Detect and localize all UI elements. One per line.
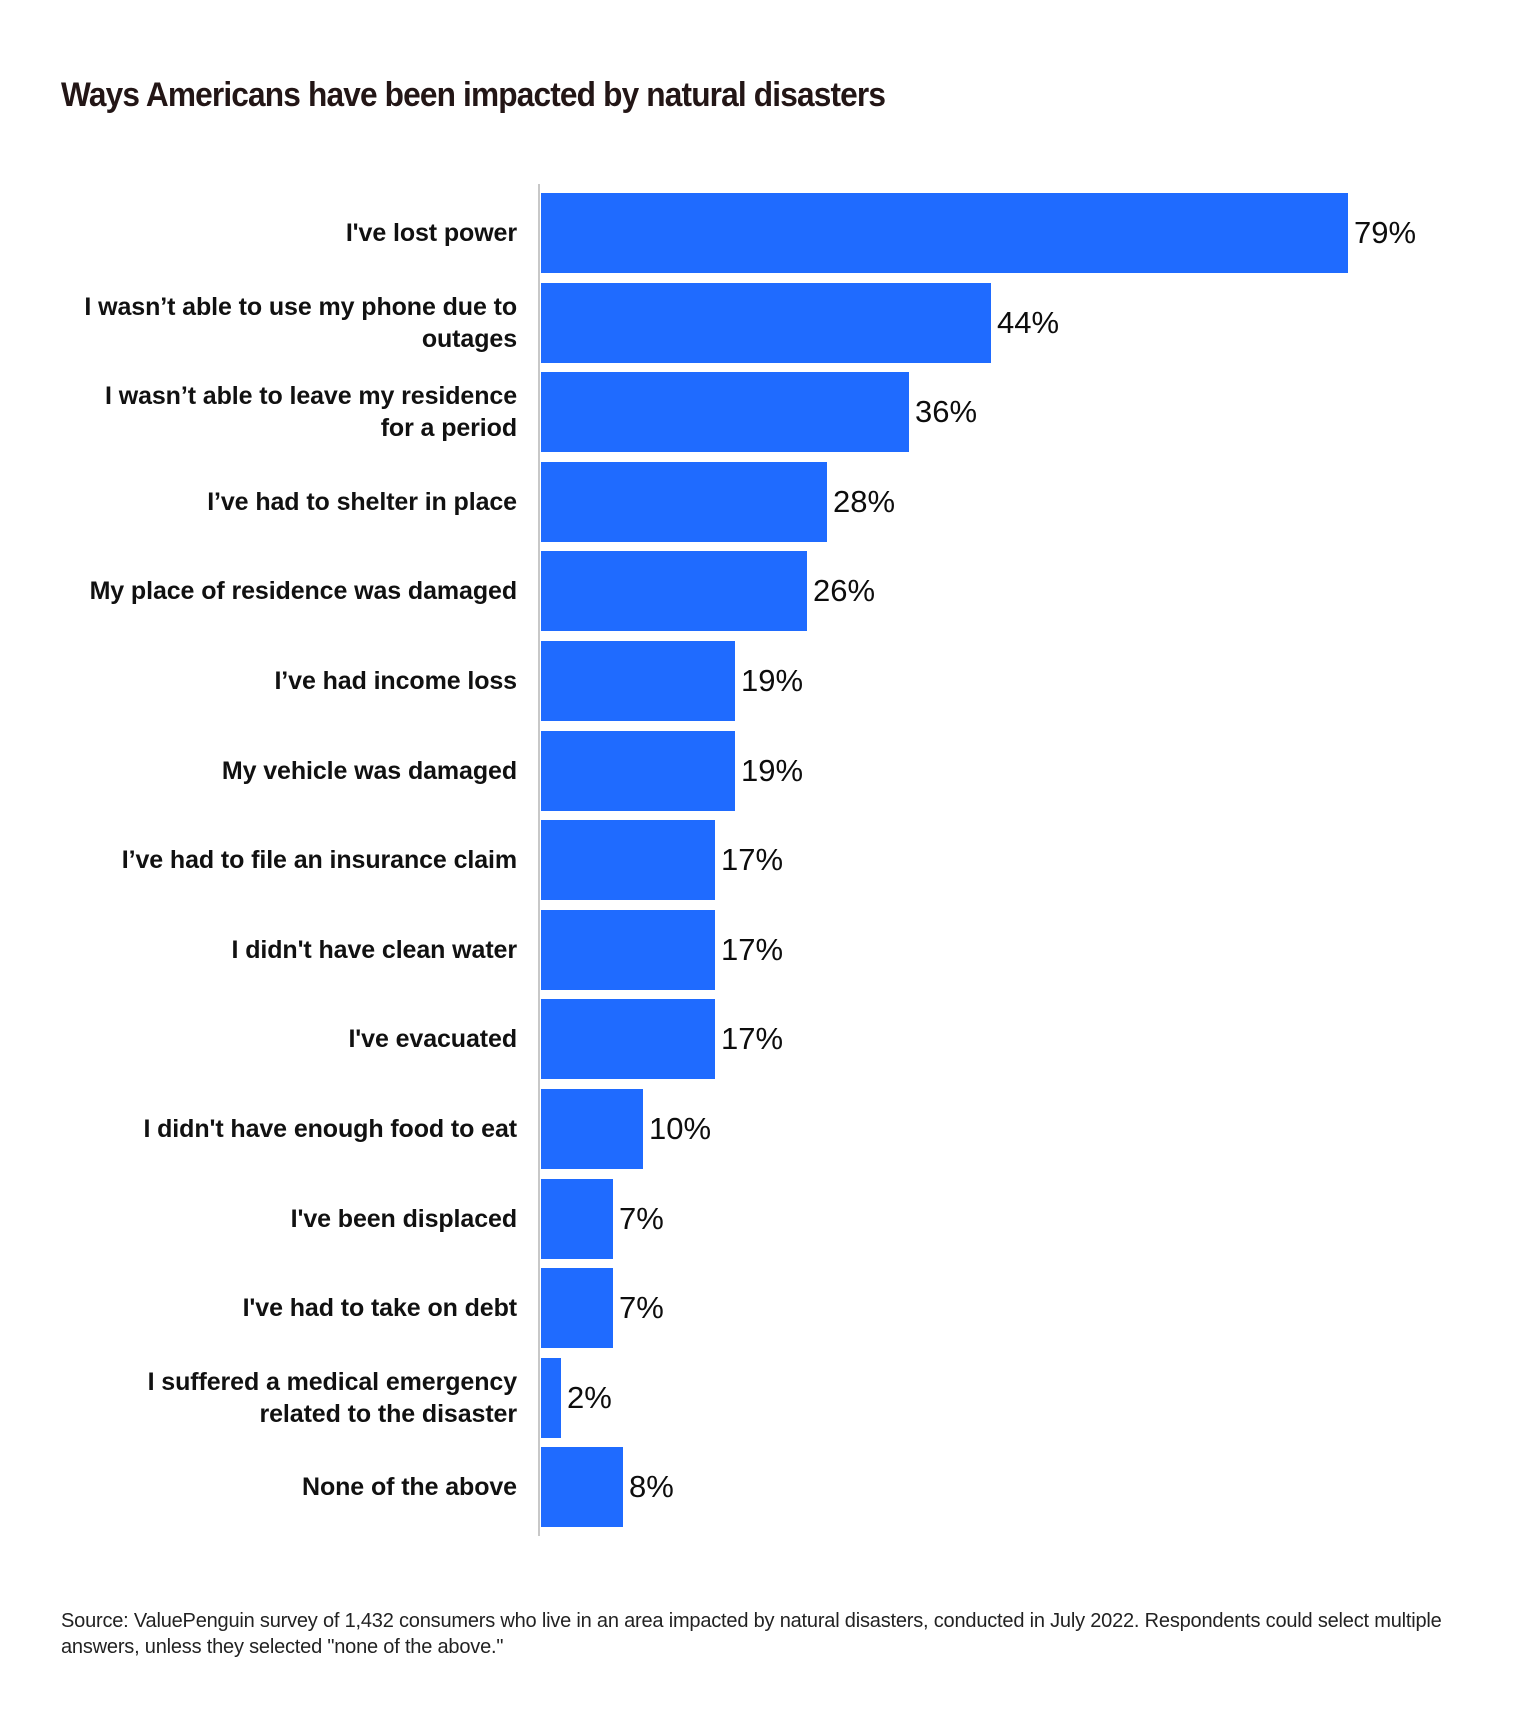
category-label-line: None of the above bbox=[302, 1473, 517, 1501]
source-note: Source: ValuePenguin survey of 1,432 con… bbox=[61, 1610, 1442, 1658]
value-label: 26% bbox=[813, 573, 876, 608]
category-label: I've been displaced bbox=[47, 1179, 517, 1259]
bar bbox=[541, 372, 909, 452]
category-label-line: I've lost power bbox=[345, 219, 517, 247]
chart-title: Ways Americans have been impacted by nat… bbox=[61, 76, 886, 114]
category-label: I suffered a medical emergency related to… bbox=[47, 1358, 517, 1438]
bar-row: I’ve had to shelter in place 28% bbox=[0, 462, 1520, 542]
bar-row: None of the above 8% bbox=[0, 1447, 1520, 1527]
bar bbox=[541, 641, 735, 721]
category-label-line: My place of residence was damaged bbox=[89, 577, 518, 605]
bar bbox=[541, 910, 715, 990]
category-label-line: related to the disaster bbox=[259, 1400, 517, 1428]
bar-row: I've had to take on debt 7% bbox=[0, 1268, 1520, 1348]
bar bbox=[541, 193, 1348, 273]
bar bbox=[541, 1268, 613, 1348]
bar-row: I’ve had to file an insurance claim 17% bbox=[0, 820, 1520, 900]
bar-row: I've lost power 79% bbox=[0, 193, 1520, 273]
value-label: 79% bbox=[1354, 215, 1417, 250]
bar-row: My vehicle was damaged 19% bbox=[0, 731, 1520, 811]
category-label: I've had to take on debt bbox=[47, 1268, 518, 1348]
category-label: I’ve had to file an insurance claim bbox=[47, 820, 517, 900]
bar bbox=[541, 1358, 561, 1438]
bar bbox=[541, 999, 715, 1079]
bar bbox=[541, 551, 807, 631]
bar bbox=[541, 1447, 623, 1527]
category-label-line: I suffered a medical emergency bbox=[147, 1368, 517, 1396]
category-label: I didn't have clean water bbox=[47, 910, 518, 990]
category-label-line: I didn't have clean water bbox=[231, 936, 518, 964]
value-label: 2% bbox=[567, 1380, 612, 1415]
y-axis-line bbox=[538, 184, 540, 1536]
bar-row: I’ve had income loss 19% bbox=[0, 641, 1520, 721]
category-label: I wasn’t able to leave my residence for a… bbox=[47, 372, 517, 452]
bar bbox=[541, 731, 735, 811]
value-label: 44% bbox=[997, 305, 1060, 340]
bar-row: I didn't have clean water 17% bbox=[0, 910, 1520, 990]
value-label: 10% bbox=[649, 1111, 712, 1146]
bar bbox=[541, 1179, 613, 1259]
category-label: I've lost power bbox=[47, 193, 517, 273]
category-label-line: outages bbox=[421, 325, 517, 353]
category-label: I wasn’t able to use my phone due to outa… bbox=[47, 283, 517, 363]
bar-row: I've been displaced 7% bbox=[0, 1179, 1520, 1259]
category-label: I’ve had to shelter in place bbox=[47, 462, 517, 542]
bar-row: I wasn’t able to leave my residence for a… bbox=[0, 372, 1520, 452]
category-label-line: I've been displaced bbox=[290, 1205, 517, 1233]
category-label-line: My vehicle was damaged bbox=[221, 757, 517, 785]
category-label-line: I didn't have enough food to eat bbox=[143, 1115, 517, 1143]
category-label: None of the above bbox=[47, 1447, 517, 1527]
category-label-line: I've had to take on debt bbox=[242, 1294, 518, 1322]
value-label: 17% bbox=[721, 1021, 784, 1056]
value-label: 19% bbox=[741, 663, 804, 698]
category-label-line: I’ve had to file an insurance claim bbox=[121, 846, 517, 874]
value-label: 17% bbox=[721, 932, 784, 967]
bar bbox=[541, 283, 991, 363]
value-label: 19% bbox=[741, 753, 804, 788]
category-label: I've evacuated bbox=[47, 999, 517, 1079]
value-label: 7% bbox=[619, 1201, 664, 1236]
value-label: 28% bbox=[833, 484, 896, 519]
value-label: 8% bbox=[629, 1469, 674, 1504]
value-label: 36% bbox=[915, 394, 978, 429]
category-label: I’ve had income loss bbox=[47, 641, 517, 721]
bar bbox=[541, 1089, 643, 1169]
category-label: I didn't have enough food to eat bbox=[47, 1089, 517, 1169]
bar-row: I wasn’t able to use my phone due to outa… bbox=[0, 283, 1520, 363]
bar-row: My place of residence was damaged 26% bbox=[0, 551, 1520, 631]
category-label-line: I wasn’t able to use my phone due to bbox=[84, 293, 517, 321]
bar-row: I've evacuated 17% bbox=[0, 999, 1520, 1079]
category-label-line: I've evacuated bbox=[348, 1025, 517, 1053]
bar bbox=[541, 820, 715, 900]
bar-chart: I've lost power 79% I wasn’t able to use m… bbox=[0, 184, 1520, 1536]
category-label: My vehicle was damaged bbox=[47, 731, 517, 811]
value-label: 7% bbox=[619, 1290, 664, 1325]
category-label: My place of residence was damaged bbox=[47, 551, 518, 631]
category-label-line: I’ve had to shelter in place bbox=[207, 488, 517, 516]
category-label-line: for a period bbox=[380, 414, 517, 442]
bar-row: I didn't have enough food to eat 10% bbox=[0, 1089, 1520, 1169]
value-label: 17% bbox=[721, 842, 784, 877]
category-label-line: I wasn’t able to leave my residence bbox=[105, 382, 517, 410]
category-label-line: I’ve had income loss bbox=[274, 667, 517, 695]
bar bbox=[541, 462, 827, 542]
bar-row: I suffered a medical emergency related to… bbox=[0, 1358, 1520, 1438]
